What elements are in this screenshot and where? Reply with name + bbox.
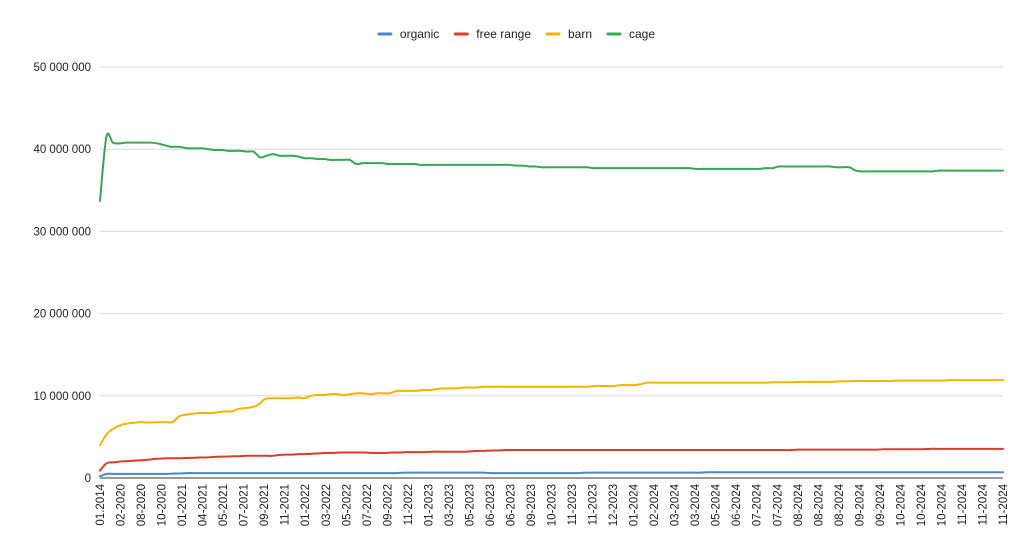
x-tick-label: 09-2021	[259, 484, 271, 526]
x-tick-label: 01-2022	[300, 484, 312, 526]
x-tick-label: 01.2014	[95, 483, 107, 525]
legend-item-free-range: free range	[453, 27, 531, 41]
y-tick-label: 20 000 000	[33, 309, 91, 321]
x-tick-label: 10-2020	[157, 484, 169, 526]
x-tick-label: 09-2022	[382, 484, 394, 526]
y-tick-label: 50 000 000	[33, 62, 91, 74]
x-tick-label: 01-2024	[629, 483, 641, 526]
x-tick-label: 05-2024	[711, 483, 723, 526]
x-tick-label: 01-2021	[177, 484, 189, 526]
y-tick-label: 0	[85, 473, 91, 485]
x-tick-label: 05-2021	[218, 484, 230, 526]
x-tick-label: 03-2022	[321, 484, 333, 526]
x-tick-label: 09-2023	[526, 484, 538, 526]
y-tick-label: 10 000 000	[33, 391, 91, 403]
x-tick-label: 12-2023	[608, 484, 620, 526]
x-tick-label: 02-2020	[116, 484, 128, 526]
x-tick-label: 11-2024	[977, 483, 989, 525]
gridlines	[100, 66, 1003, 479]
x-tick-label: 10-2024	[895, 483, 907, 526]
legend-item-cage: cage	[606, 27, 655, 41]
x-tick-label: 11-2022	[403, 484, 415, 525]
x-tick-label: 11-2024	[957, 483, 969, 525]
legend-item-barn: barn	[545, 27, 592, 41]
x-tick-label: 11-2023	[567, 484, 579, 525]
series-lines	[99, 132, 1004, 478]
x-tick-label: 09-2024	[875, 483, 887, 526]
x-tick-label: 10-2024	[916, 483, 928, 526]
x-tick-label: 03-2023	[444, 484, 456, 526]
x-tick-label: 06-2023	[485, 484, 497, 526]
x-tick-label: 11-2021	[280, 484, 292, 525]
x-tick-label: 05-2023	[464, 484, 476, 526]
series-line-cage	[99, 132, 1004, 202]
x-tick-label: 10-2024	[936, 483, 948, 526]
x-tick-label: 01-2023	[423, 484, 435, 526]
x-tick-label: 08-2024	[813, 483, 825, 526]
x-tick-label: 11-2024	[998, 483, 1010, 525]
x-tick-label: 04-2021	[198, 484, 210, 526]
x-tick-label: 03-2024	[670, 483, 682, 526]
x-tick-label: 07-2022	[362, 484, 374, 526]
legend: organic free range barn cage	[377, 27, 655, 41]
y-tick-label: 30 000 000	[33, 226, 91, 238]
legend-label: free range	[476, 27, 531, 41]
x-tick-label: 08-2024	[834, 483, 846, 526]
legend-label: organic	[400, 27, 439, 41]
x-tick-label: 05-2022	[341, 484, 353, 526]
legend-label: cage	[629, 27, 655, 41]
x-tick-label: 07-2024	[752, 483, 764, 526]
y-tick-label: 40 000 000	[33, 144, 91, 156]
series-line-barn	[99, 379, 1004, 447]
series-line-free-range	[99, 447, 1004, 472]
series-line-organic	[99, 471, 1004, 478]
x-tick-label: 06-2023	[505, 484, 517, 526]
legend-label: barn	[568, 27, 592, 41]
x-tick-label: 02-2024	[649, 483, 661, 526]
x-tick-label: 08-2024	[793, 483, 805, 526]
x-tick-label: 11-2023	[588, 484, 600, 525]
x-tick-label: 06-2024	[731, 483, 743, 526]
x-tick-label: 07-2021	[239, 484, 251, 526]
x-tick-label: 10-2023	[547, 484, 559, 526]
x-tick-label: 09-2024	[854, 483, 866, 526]
y-axis: 0 10 000 000 20 000 000 30 000 000 40 000 00…	[33, 62, 91, 485]
legend-item-organic: organic	[377, 27, 439, 41]
x-tick-label: 03-2024	[690, 483, 702, 526]
x-tick-label: 07-2024	[772, 483, 784, 526]
x-tick-label: 08-2020	[136, 484, 148, 526]
x-axis: 01.2014 02-2020 08-2020 10-2020 01-2021 04-20…	[95, 483, 1010, 526]
